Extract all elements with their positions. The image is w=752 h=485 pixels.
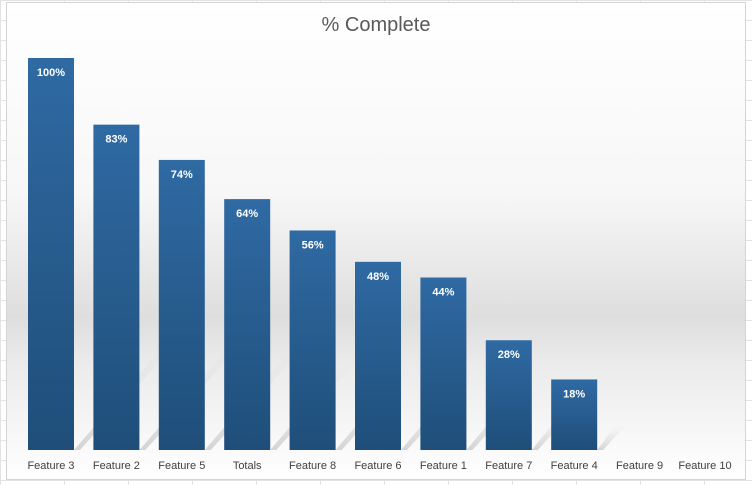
bar-feature-1[interactable]: [420, 277, 467, 450]
x-tick-label: Feature 9: [616, 460, 663, 472]
x-tick-label: Feature 1: [420, 460, 467, 472]
bar-shadow: [597, 425, 626, 450]
x-tick-label: Feature 7: [485, 460, 532, 472]
x-tick-label: Feature 4: [551, 460, 598, 472]
x-tick-label: Feature 5: [158, 460, 205, 472]
bar-feature-8[interactable]: [289, 230, 336, 450]
data-label: 48%: [367, 271, 389, 283]
data-label: 18%: [563, 388, 585, 400]
x-tick-label: Feature 8: [289, 460, 336, 472]
x-tick-label: Feature 2: [93, 460, 140, 472]
bar-totals[interactable]: [224, 199, 271, 450]
bar-feature-4[interactable]: [551, 379, 598, 450]
bar-feature-3[interactable]: [28, 58, 74, 450]
x-tick-label: Feature 6: [354, 460, 401, 472]
bar-feature-5[interactable]: [158, 159, 205, 451]
bar-feature-7[interactable]: [485, 340, 532, 450]
data-label: 44%: [432, 287, 454, 299]
data-label: 74%: [171, 169, 193, 181]
data-label: 28%: [498, 349, 520, 361]
bar-feature-2[interactable]: [93, 124, 140, 450]
x-tick-label: Totals: [233, 460, 262, 472]
data-label: 64%: [236, 208, 258, 220]
chart-title: % Complete: [321, 14, 431, 36]
data-label: 100%: [37, 67, 65, 79]
x-tick-label: Feature 3: [27, 460, 74, 472]
x-tick-label: Feature 10: [678, 460, 731, 472]
data-label: 83%: [105, 134, 127, 146]
bar-feature-6[interactable]: [355, 261, 401, 450]
data-label: 56%: [302, 239, 324, 251]
